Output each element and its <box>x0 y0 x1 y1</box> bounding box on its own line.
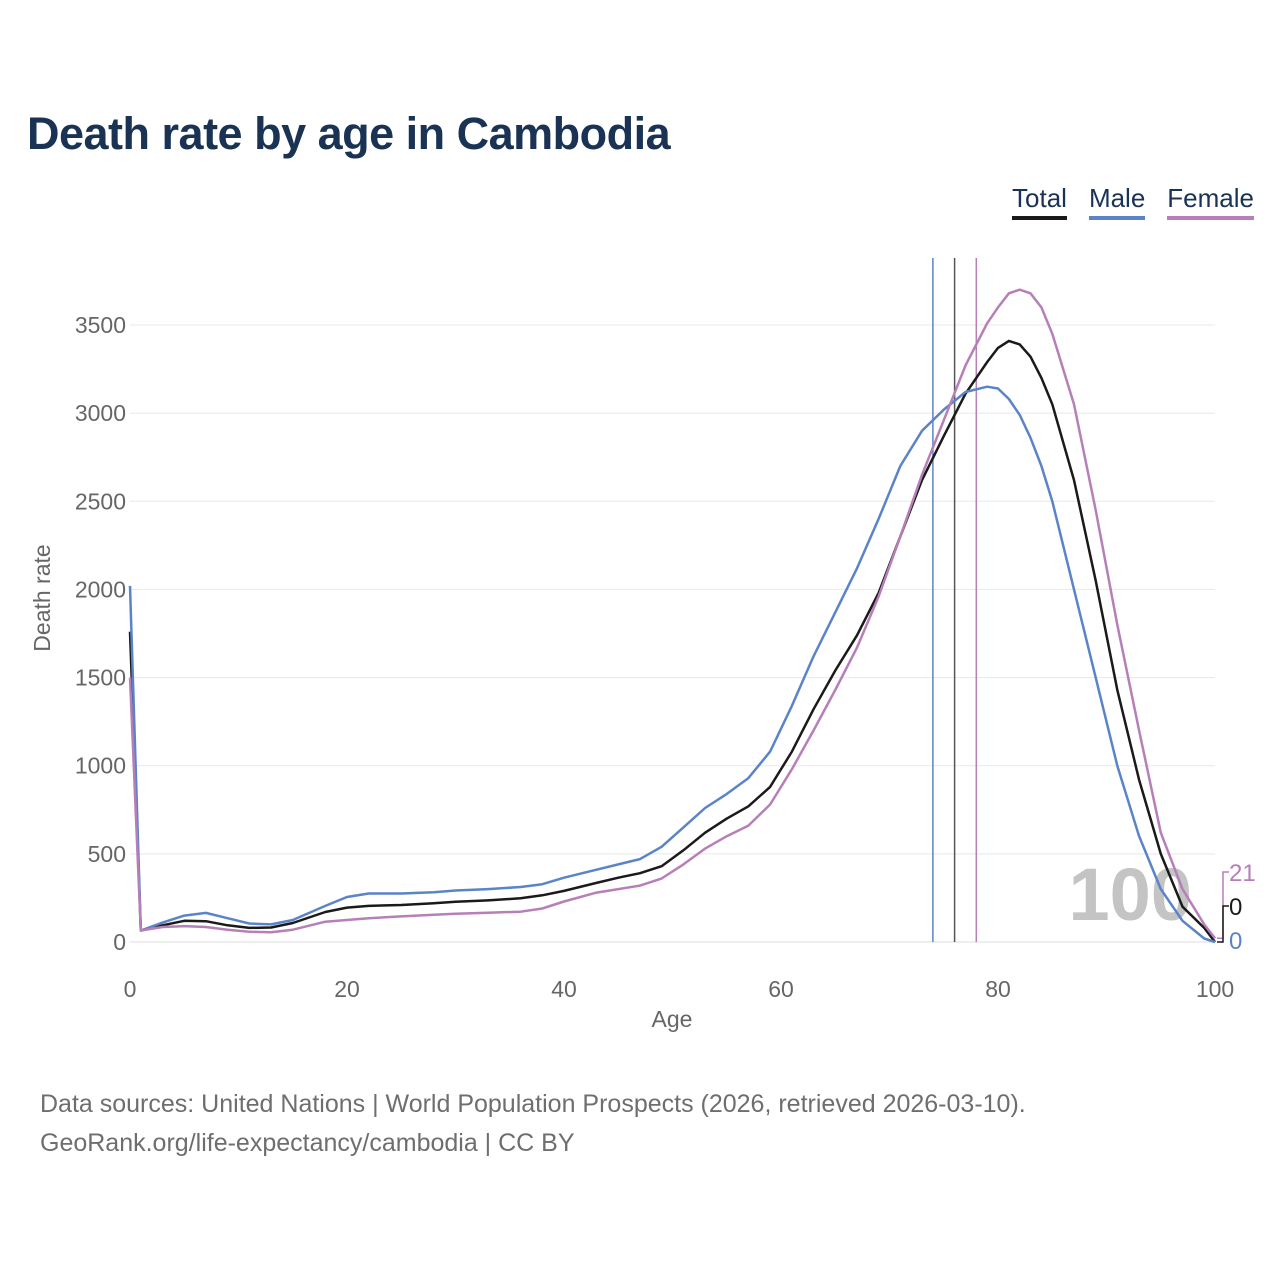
y-tick-label: 1500 <box>75 665 126 691</box>
end-labels: 21 0 0 <box>1217 860 1256 955</box>
x-axis-label: Age <box>652 1006 693 1032</box>
series-line-total <box>128 339 1216 943</box>
x-tick-label: 20 <box>334 976 360 1002</box>
y-tick-label: 1000 <box>75 753 126 779</box>
source-link[interactable]: GeoRank.org/life-expectancy/cambodia | C… <box>40 1129 575 1157</box>
legend-item-female[interactable]: Female <box>1167 182 1254 220</box>
y-tick-label: 2000 <box>75 576 126 602</box>
page-title: Death rate by age in Cambodia <box>27 108 671 159</box>
y-tick-label: 2500 <box>75 488 126 514</box>
grid-lines <box>130 324 1215 943</box>
series-line-male <box>128 385 1216 944</box>
x-tick-label: 0 <box>124 976 137 1002</box>
legend-item-total[interactable]: Total <box>1012 182 1067 220</box>
series-lines <box>128 288 1216 944</box>
life-expectancy-markers <box>932 258 978 942</box>
x-tick-label: 80 <box>985 976 1011 1002</box>
y-axis-label: Death rate <box>29 544 55 651</box>
end-label-male: 0 <box>1229 928 1242 955</box>
x-tick-label: 60 <box>768 976 794 1002</box>
y-axis-ticks: 0 500 1000 1500 2000 2500 3000 3500 <box>75 312 126 955</box>
series-line-female <box>128 288 1216 940</box>
x-axis-ticks: 0 20 40 60 80 100 <box>124 976 1235 1002</box>
end-label-connector-total <box>1217 905 1229 943</box>
x-tick-label: 100 <box>1196 976 1234 1002</box>
y-tick-label: 3500 <box>75 312 126 338</box>
source-note: Data sources: United Nations | World Pop… <box>40 1085 1026 1163</box>
chart-legend: Total Male Female <box>1012 182 1254 220</box>
end-label-connector-female <box>1217 871 1229 940</box>
y-tick-label: 0 <box>113 929 126 955</box>
y-tick-label: 500 <box>88 841 126 867</box>
chart-watermark: 100 <box>1069 853 1192 936</box>
end-label-female: 21 <box>1229 860 1256 887</box>
legend-item-male[interactable]: Male <box>1088 182 1146 220</box>
end-label-total: 0 <box>1229 894 1242 921</box>
source-line-1: Data sources: United Nations | World Pop… <box>40 1090 1026 1118</box>
y-tick-label: 3000 <box>75 400 126 426</box>
x-tick-label: 40 <box>551 976 577 1002</box>
